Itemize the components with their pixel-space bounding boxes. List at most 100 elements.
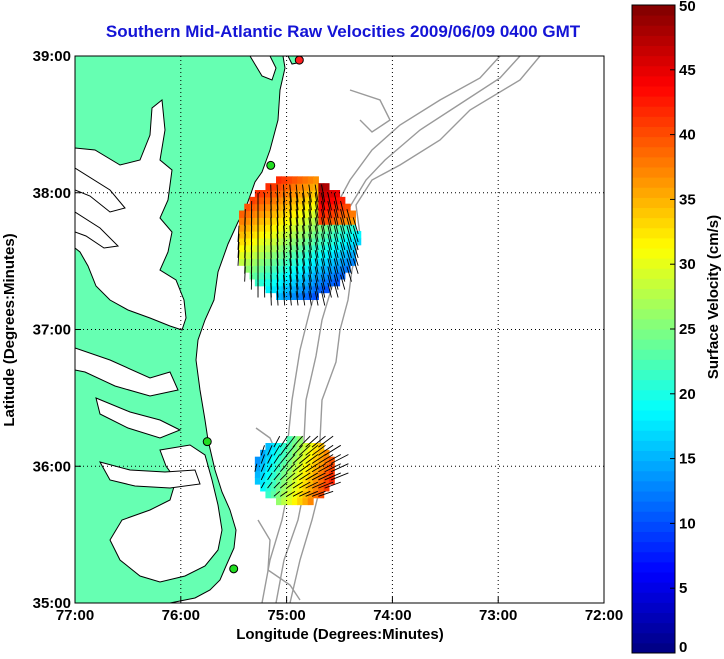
velocity-cell	[297, 477, 304, 485]
x-tick-label: 74:00	[373, 607, 411, 624]
colorbar-segment	[632, 582, 675, 593]
velocity-arrow	[346, 258, 352, 274]
velocity-cell	[328, 470, 335, 478]
velocity-arrow	[321, 217, 326, 235]
velocity-arrow	[321, 250, 326, 266]
velocity-cell	[297, 244, 304, 253]
velocity-cell	[323, 237, 330, 246]
bathymetry-contour-shelf-1	[349, 89, 391, 133]
velocity-cell	[297, 265, 304, 273]
colorbar-segment	[632, 622, 675, 634]
colorbar-tick-label: 30	[679, 256, 696, 273]
colorbar-segment	[632, 65, 675, 77]
velocity-cell	[286, 436, 293, 444]
velocity-arrow	[314, 200, 319, 219]
velocity-arrow	[324, 444, 342, 456]
velocity-arrow	[327, 200, 332, 219]
y-tick-label: 36:00	[33, 458, 71, 475]
colorbar-tick-label: 15	[679, 451, 696, 468]
velocity-cell	[323, 224, 330, 232]
velocity-cell	[350, 244, 356, 253]
velocity-cell	[270, 258, 277, 266]
velocity-cell	[302, 470, 309, 478]
velocity-cell	[334, 190, 341, 198]
colorbar-tick-label: 40	[679, 127, 696, 144]
velocity-arrow	[333, 250, 339, 266]
velocity-cell	[249, 217, 256, 225]
velocity-cell	[291, 484, 298, 492]
velocity-cell	[323, 456, 330, 465]
velocity-arrow	[273, 472, 281, 481]
velocity-cell	[281, 490, 288, 499]
colorbar-segment	[632, 480, 675, 492]
velocity-cell	[281, 456, 288, 465]
colorbar-segment	[632, 106, 675, 117]
bathymetry-contour-shelf-2	[257, 519, 301, 601]
velocity-arrow	[289, 217, 292, 235]
velocity-arrow	[299, 454, 311, 464]
velocity-cell	[286, 217, 293, 225]
velocity-cell	[297, 190, 304, 198]
velocity-arrow	[254, 463, 258, 472]
velocity-cell	[270, 272, 277, 280]
colorbar-segment	[632, 430, 675, 441]
velocity-cell	[313, 278, 319, 287]
velocity-cell	[281, 449, 288, 458]
velocity-arrow	[302, 233, 306, 250]
velocity-cell	[334, 237, 341, 246]
velocity-cell	[276, 237, 282, 246]
velocity-cell	[313, 190, 319, 198]
velocity-arrow	[340, 209, 346, 227]
velocity-cell	[307, 196, 314, 205]
velocity-cell	[307, 470, 314, 478]
velocity-cell	[291, 456, 298, 465]
velocity-cell	[302, 477, 309, 485]
velocity-arrow	[352, 250, 359, 266]
velocity-arrow	[292, 444, 303, 456]
velocity-arrow	[308, 291, 312, 306]
velocity-arrow	[292, 463, 303, 473]
velocity-cell	[260, 258, 267, 266]
velocity-cell	[276, 203, 282, 212]
velocity-arrow	[327, 217, 332, 235]
velocity-cell	[334, 224, 341, 232]
velocity-cell	[276, 292, 282, 301]
colorbar-segment	[632, 521, 675, 532]
velocity-cell	[291, 258, 298, 266]
velocity-cell	[244, 224, 251, 232]
velocity-arrow	[279, 472, 288, 481]
velocity-cell	[276, 176, 282, 184]
velocity-cell	[276, 244, 282, 253]
velocity-arrow	[302, 291, 306, 306]
velocity-cell	[307, 497, 314, 506]
velocity-cell	[307, 463, 314, 471]
colorbar-ticks: 0 5 10 15 20 25 30 35 40 45 50	[670, 0, 696, 656]
velocity-arrow	[276, 266, 279, 282]
velocity-cell	[270, 456, 277, 465]
velocity-arrow	[276, 209, 279, 227]
velocity-arrow	[318, 472, 334, 481]
velocity-cell	[249, 196, 256, 205]
colorbar-segment	[632, 237, 675, 249]
velocity-cell	[328, 203, 335, 212]
velocity-arrow	[308, 225, 312, 243]
velocity-arrow	[330, 472, 349, 481]
velocity-cell	[281, 477, 288, 485]
velocity-cell	[286, 196, 293, 205]
velocity-cell	[297, 470, 304, 478]
velocity-cell	[244, 237, 251, 246]
x-tick-label: 73:00	[479, 607, 517, 624]
velocity-cell	[297, 251, 304, 259]
velocity-arrow	[295, 291, 299, 306]
velocity-cell	[291, 231, 298, 239]
velocity-cell	[350, 217, 356, 225]
velocity-arrow	[279, 435, 288, 448]
velocity-arrow	[276, 282, 279, 298]
colorbar-segment	[632, 207, 675, 219]
velocity-arrow	[295, 241, 299, 258]
colorbar-segment	[632, 86, 675, 97]
velocity-cell	[328, 258, 335, 266]
velocity-cell	[270, 196, 277, 205]
velocity-cell	[323, 231, 330, 239]
velocity-arrow	[295, 209, 299, 227]
